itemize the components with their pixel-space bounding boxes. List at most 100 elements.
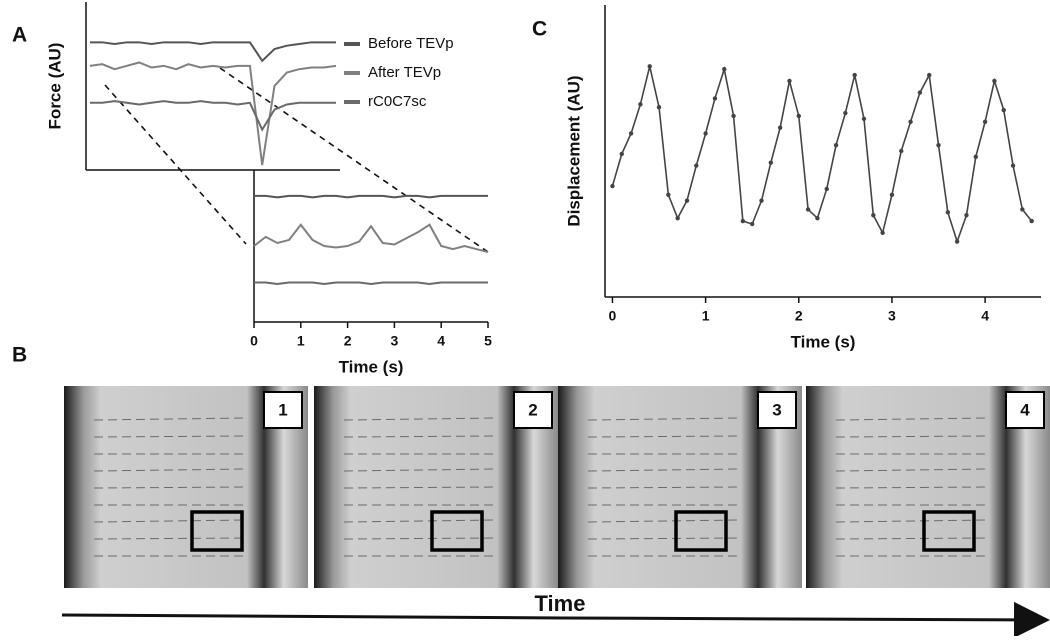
x-axis-label: Time (s) [339, 357, 404, 376]
series-line [90, 41, 336, 63]
data-point [787, 78, 792, 84]
frame-number: 3 [772, 400, 781, 419]
data-point [628, 131, 634, 136]
x-tick-label: 0 [609, 308, 617, 324]
data-point [908, 119, 913, 125]
tissue-fiber [835, 435, 987, 438]
x-tick-label: 1 [297, 333, 305, 349]
data-point [871, 213, 876, 218]
frame-number-box [757, 391, 797, 429]
x-tick-label: 4 [981, 308, 989, 324]
data-point [815, 215, 820, 221]
tissue-fiber [343, 519, 495, 523]
data-point [768, 160, 774, 165]
tissue-fiber [835, 537, 987, 540]
tissue-fiber [835, 417, 987, 421]
zoom-guide [219, 67, 489, 253]
data-point [824, 186, 829, 192]
frame-number: 1 [278, 400, 287, 419]
panel-label: C [532, 18, 547, 41]
x-tick-label: 3 [391, 333, 399, 349]
legend-label: rC0C7sc [368, 93, 427, 110]
tissue-fiber [343, 435, 495, 438]
x-tick-label: 2 [344, 333, 352, 349]
x-tick-label: 0 [250, 333, 258, 349]
data-point [610, 183, 615, 189]
series-line [90, 100, 336, 132]
time-arrow [61, 613, 563, 620]
tissue-fiber [343, 486, 495, 489]
tissue-fiber [93, 519, 245, 523]
strip-axis-label: Time [535, 591, 586, 616]
x-tick-label: 4 [437, 333, 445, 349]
data-point [647, 64, 652, 69]
frame-number-box [513, 391, 553, 429]
data-point [945, 210, 951, 215]
data-point [843, 110, 848, 116]
x-tick-label: 3 [888, 308, 896, 324]
tissue-fiber [587, 468, 739, 472]
tissue-fiber [343, 417, 495, 421]
tissue-fiber [835, 486, 987, 489]
tissue-fiber [343, 537, 495, 540]
time-arrow [561, 601, 1050, 638]
data-point [749, 221, 755, 227]
x-tick-label: 2 [795, 308, 803, 324]
series-line [254, 194, 488, 199]
data-point [927, 72, 932, 78]
data-point [740, 218, 746, 224]
data-point [759, 198, 764, 203]
data-point [917, 90, 923, 95]
data-point [666, 192, 671, 197]
data-point [982, 119, 988, 125]
data-point [712, 96, 718, 101]
frame-number: 2 [528, 400, 537, 419]
tissue-fiber [93, 537, 245, 540]
x-tick-label: 5 [484, 333, 492, 349]
data-point [973, 154, 978, 160]
series-line [254, 281, 488, 286]
tissue-fiber [93, 435, 245, 438]
data-point [861, 116, 867, 122]
data-point [722, 67, 727, 72]
panel-label: A [12, 24, 27, 47]
legend-label: Before TEVp [368, 35, 454, 52]
data-point [833, 142, 839, 148]
data-point [1029, 218, 1034, 224]
tissue-fiber [93, 417, 245, 421]
frame-number: 4 [1020, 400, 1030, 419]
data-point [805, 207, 811, 212]
data-point [619, 151, 624, 157]
y-axis-label: Force (AU) [45, 43, 64, 130]
tissue-fiber [587, 486, 739, 489]
data-point [1020, 207, 1025, 212]
panel-label: B [12, 344, 27, 367]
series-line [253, 223, 489, 254]
tissue-fiber [93, 486, 245, 489]
data-point [964, 213, 969, 218]
tissue-fiber [587, 417, 739, 421]
y-axis-label: Displacement (AU) [564, 75, 583, 226]
data-point [675, 215, 680, 221]
data-point [684, 198, 690, 203]
tissue-fiber [587, 537, 739, 540]
tissue-fiber [587, 435, 739, 438]
roi-box [430, 510, 484, 552]
data-point [1010, 163, 1016, 168]
data-point [936, 142, 941, 148]
tissue-fiber [835, 468, 987, 472]
data-point [954, 239, 960, 244]
data-point [880, 230, 885, 235]
legend-label: After TEVp [368, 64, 441, 81]
data-point [899, 148, 904, 154]
data-point [852, 72, 857, 78]
data-point [731, 113, 736, 119]
x-tick-label: 1 [702, 308, 710, 324]
roi-box [674, 510, 728, 552]
series-line [611, 66, 1033, 245]
data-point [694, 163, 699, 168]
data-point [703, 131, 708, 136]
data-point [1001, 107, 1006, 113]
data-point [796, 113, 801, 119]
